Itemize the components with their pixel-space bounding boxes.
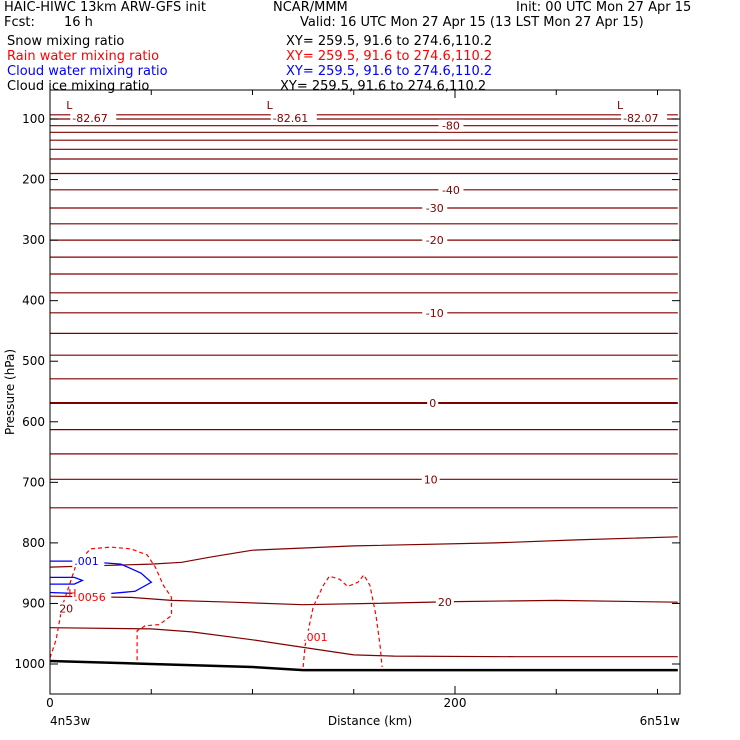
y-tick-label: 100 <box>22 112 45 126</box>
x-tick-label: 0 <box>46 696 54 710</box>
low-value: -82.07 <box>623 112 658 125</box>
y-tick-label: 1000 <box>14 657 45 671</box>
y-tick-label: 700 <box>22 475 45 489</box>
rain-label-bg <box>72 590 112 603</box>
x-tick-label: 200 <box>444 696 467 710</box>
isotherm-label-bg <box>438 183 464 196</box>
forecast-label: Fcst: <box>4 15 35 30</box>
right-endpoint: 6n51w <box>640 714 681 728</box>
isotherm-line <box>49 627 678 658</box>
field-xy-rain: XY= 259.5, 91.6 to 274.6,110.2 <box>286 49 493 64</box>
low-value: -82.61 <box>273 112 308 125</box>
isotherm-label-bg <box>438 119 464 132</box>
field-xy-snow: XY= 259.5, 91.6 to 274.6,110.2 <box>286 34 493 49</box>
y-tick-label: 400 <box>22 294 45 308</box>
isotherm-label-bg <box>435 596 454 609</box>
terrain-path <box>49 659 678 672</box>
plot-frame <box>49 89 681 695</box>
isotherm-label: -40 <box>442 184 460 197</box>
y-tick-label: 900 <box>22 596 45 610</box>
isotherm-label-bg <box>57 602 76 615</box>
isotherm-label: 10 <box>424 473 438 486</box>
left-endpoint: 4n53w <box>50 714 91 728</box>
organization: NCAR/MMM <box>273 0 348 15</box>
low-symbol: L <box>267 99 274 112</box>
isotherm-label: 20 <box>438 596 452 609</box>
cloud-water-contour <box>50 576 85 585</box>
y-tick-label: 500 <box>22 354 45 368</box>
model-title: HAIC-HIWC 13km ARW-GFS init <box>4 0 206 15</box>
terrain-line <box>49 659 678 672</box>
rain-label: .0056 <box>74 591 106 604</box>
field-name-rain: Rain water mixing ratio <box>7 49 160 64</box>
low-symbol: L <box>617 99 624 112</box>
rain-label: .001 <box>303 631 328 644</box>
low-value-bg <box>621 111 668 124</box>
contour-labels: -80-40-30-20-100102020L-82.67L-82.61L-82… <box>57 99 668 644</box>
rain-contours <box>49 546 383 668</box>
field-name-cloud-water: Cloud water mixing ratio <box>7 64 168 79</box>
temperature-isotherms <box>49 114 678 658</box>
field-xy-cloud-water: XY= 259.5, 91.6 to 274.6,110.2 <box>286 64 493 79</box>
field-name-snow: Snow mixing ratio <box>7 34 125 49</box>
isotherm-line <box>49 536 678 568</box>
cloud-water-label-bg <box>72 555 105 568</box>
isotherm-label: -30 <box>426 202 444 215</box>
isotherm-label: 20 <box>59 602 73 615</box>
low-value-bg <box>270 111 317 124</box>
forecast-hour: 16 h <box>64 15 93 30</box>
cloud-water-label: .001 <box>74 555 99 568</box>
isotherm-label: -20 <box>426 234 444 247</box>
isotherm-label: -10 <box>426 307 444 320</box>
isotherm-label-bg <box>422 306 448 319</box>
y-tick-label: 200 <box>22 173 45 187</box>
y-tick-label: 600 <box>22 415 45 429</box>
init-time: Init: 00 UTC Mon 27 Apr 15 <box>516 0 692 15</box>
isotherm-label-bg <box>421 473 440 486</box>
low-value-bg <box>70 111 117 124</box>
low-value: -82.67 <box>72 112 107 125</box>
isotherm-label: 0 <box>429 397 436 410</box>
isotherm-label-bg <box>427 397 439 410</box>
isotherm-line <box>49 595 678 606</box>
rain-contour <box>49 546 173 664</box>
isotherm-label: -80 <box>442 120 460 133</box>
low-symbol: L <box>66 99 73 112</box>
isotherm-label-bg <box>422 202 448 215</box>
y-tick-label: 800 <box>22 536 45 550</box>
high-symbol: H <box>68 587 76 600</box>
x-axis-label: Distance (km) <box>328 714 412 728</box>
y-tick-label: 300 <box>22 233 45 247</box>
isotherm-label-bg <box>422 234 448 247</box>
valid-time: Valid: 16 UTC Mon 27 Apr 15 (13 LST Mon … <box>300 15 644 30</box>
rain-label-bg <box>301 630 334 643</box>
y-axis-label: Pressure (hPa) <box>3 349 17 435</box>
